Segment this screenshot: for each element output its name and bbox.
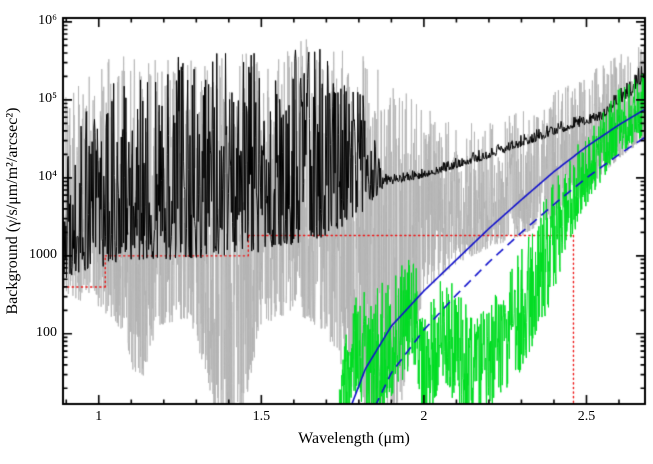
y-tick-label: 10⁶ [38,12,57,28]
y-axis-title: Background (γ/s/μm/m²/arcsec²) [4,107,21,315]
y-tick-label: 100 [36,324,57,340]
x-tick-label: 2 [420,409,428,424]
x-tick-label: 1.5 [252,409,271,424]
y-tick-label: 10⁴ [38,168,57,184]
x-tick-label: 1 [95,409,103,424]
x-axis-title: Wavelength (μm) [298,430,410,447]
x-tick-label: 2.5 [577,409,596,424]
y-tick-label: 10⁵ [38,90,57,106]
y-tick-label: 1000 [29,246,57,262]
